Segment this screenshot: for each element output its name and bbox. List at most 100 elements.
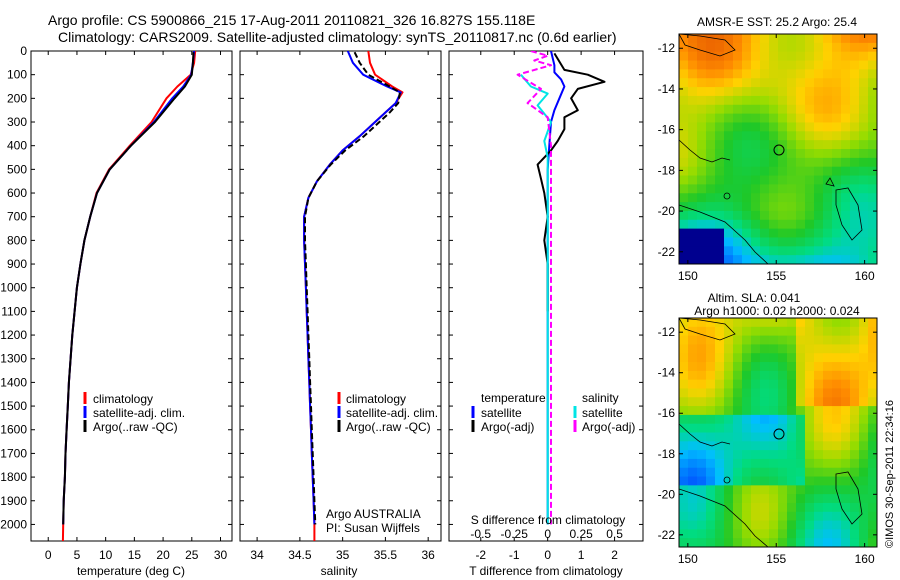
- heatmap-cell: [787, 104, 797, 115]
- heatmap-cell: [787, 69, 797, 79]
- map-y-tick-label: -14: [658, 82, 676, 96]
- heatmap-cell: [733, 388, 743, 398]
- heatmap-cell: [841, 458, 851, 469]
- heatmap-cell: [751, 467, 761, 478]
- heatmap-cell: [751, 458, 761, 469]
- map-y-tick-label: -22: [658, 245, 676, 259]
- heatmap-cell: [796, 362, 806, 372]
- heatmap-cell: [751, 34, 761, 44]
- heatmap-cell: [868, 122, 877, 132]
- heatmap-cell: [679, 237, 689, 247]
- heatmap-cell: [778, 529, 788, 539]
- heatmap-cell: [697, 202, 707, 212]
- heatmap-cell: [814, 326, 824, 337]
- heatmap-cell: [832, 219, 842, 230]
- heatmap-cell: [760, 255, 770, 264]
- heatmap-cell: [760, 414, 770, 425]
- heatmap-cell: [751, 441, 761, 451]
- heatmap-cell: [724, 467, 734, 478]
- heatmap-cell: [724, 318, 734, 328]
- heatmap-cell: [724, 502, 734, 513]
- heatmap-cell: [805, 432, 815, 442]
- heatmap-cell: [796, 87, 806, 97]
- depth-tick-label: 1600: [0, 423, 27, 437]
- heatmap-cell: [697, 122, 707, 132]
- heatmap-cell: [868, 362, 877, 372]
- heatmap-cell: [706, 318, 716, 328]
- heatmap-cell: [679, 228, 689, 239]
- heatmap-cell: [769, 379, 779, 390]
- heatmap-cell: [841, 388, 851, 398]
- heatmap-cell: [778, 318, 788, 328]
- heatmap-cell: [805, 362, 815, 372]
- heatmap-cell: [796, 166, 806, 177]
- heatmap-cell: [760, 87, 770, 97]
- heatmap-cell: [787, 476, 797, 486]
- heatmap-cell: [787, 529, 797, 539]
- heatmap-cell: [679, 318, 689, 328]
- heatmap-cell: [868, 476, 877, 486]
- heatmap-cell: [868, 335, 877, 346]
- heatmap-cell: [868, 193, 877, 203]
- heatmap-cell: [724, 51, 734, 62]
- heatmap-cell: [769, 318, 779, 328]
- sla-map-title-line2: Argo h1000: 0.02 h2000: 0.024: [694, 304, 860, 318]
- sla-map-panel: Altim. SLA: 0.041 Argo h1000: 0.02 h2000…: [658, 291, 878, 566]
- heatmap-cell: [841, 432, 851, 442]
- heatmap-cell: [688, 397, 698, 407]
- heatmap-cell: [814, 60, 824, 70]
- heatmap-cell: [706, 87, 716, 97]
- heatmap-cell: [751, 113, 761, 124]
- x-tick-label: 2: [611, 548, 618, 562]
- heatmap-cell: [814, 78, 824, 88]
- heatmap-cell: [679, 113, 689, 124]
- heatmap-cell: [760, 51, 770, 62]
- sla-map-axes: 150 155 160 -12 -14 -16 -18 -20 -22: [658, 318, 877, 566]
- heatmap-cell: [751, 157, 761, 168]
- heatmap-cell: [706, 131, 716, 141]
- heatmap-cell: [751, 166, 761, 177]
- heatmap-cell: [778, 34, 788, 44]
- heatmap-cell: [814, 467, 824, 478]
- heatmap-cell: [850, 202, 860, 212]
- heatmap-cell: [868, 406, 877, 416]
- heatmap-cell: [832, 406, 842, 416]
- difference-series-group: [516, 51, 606, 525]
- heatmap-cell: [787, 450, 797, 460]
- heatmap-cell: [724, 353, 734, 363]
- heatmap-cell: [769, 95, 779, 106]
- heatmap-cell: [850, 219, 860, 230]
- heatmap-cell: [724, 87, 734, 97]
- heatmap-cell: [688, 441, 698, 451]
- heatmap-cell: [679, 122, 689, 132]
- heatmap-cell: [841, 210, 851, 221]
- x-tick-label: 34: [250, 548, 264, 562]
- heatmap-cell: [688, 166, 698, 177]
- heatmap-cell: [706, 184, 716, 194]
- heatmap-cell: [751, 87, 761, 97]
- heatmap-cell: [805, 423, 815, 434]
- heatmap-cell: [760, 335, 770, 346]
- map-y-tick-label: -16: [658, 406, 676, 420]
- map-x-tick-label: 150: [678, 552, 698, 566]
- heatmap-cell: [715, 494, 725, 504]
- heatmap-cell: [733, 69, 743, 79]
- heatmap-cell: [832, 166, 842, 177]
- heatmap-cell: [796, 353, 806, 363]
- heatmap-cell: [760, 529, 770, 539]
- heatmap-cell: [850, 95, 860, 106]
- heatmap-cell: [823, 538, 833, 547]
- heatmap-cell: [724, 370, 734, 381]
- heatmap-cell: [679, 529, 689, 539]
- heatmap-cell: [859, 210, 869, 221]
- heatmap-cell: [787, 362, 797, 372]
- heatmap-cell: [832, 255, 842, 264]
- heatmap-cell: [679, 485, 689, 495]
- series-line-argo-raw-qc-: [62, 52, 195, 525]
- heatmap-cell: [724, 538, 734, 547]
- heatmap-cell: [787, 326, 797, 337]
- heatmap-cell: [859, 34, 869, 44]
- heatmap-cell: [715, 104, 725, 115]
- heatmap-cell: [832, 441, 842, 451]
- heatmap-cell: [805, 104, 815, 115]
